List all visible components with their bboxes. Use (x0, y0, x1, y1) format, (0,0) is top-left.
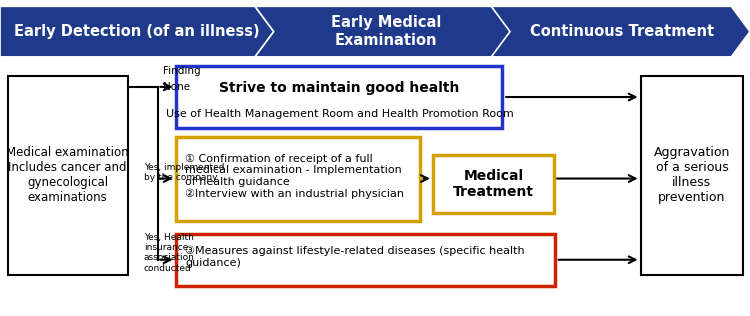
Text: Yes, Health
insurance
association
conducted: Yes, Health insurance association conduc… (144, 233, 195, 273)
Text: ③Measures against lifestyle-related diseases (specific health
guidance): ③Measures against lifestyle-related dise… (185, 246, 525, 268)
FancyBboxPatch shape (176, 234, 555, 286)
Text: Yes, implemented
by the company: Yes, implemented by the company (144, 162, 224, 182)
Text: Continuous Treatment: Continuous Treatment (530, 24, 715, 39)
Text: Medical examination
Includes cancer and
gynecological
examinations: Medical examination Includes cancer and … (6, 146, 129, 204)
Text: Early Medical
Examination: Early Medical Examination (331, 15, 442, 48)
Text: Medical
Treatment: Medical Treatment (453, 169, 534, 199)
Polygon shape (255, 6, 514, 57)
FancyBboxPatch shape (176, 66, 503, 128)
Text: Aggravation
of a serious
illness
prevention: Aggravation of a serious illness prevent… (654, 146, 730, 204)
Polygon shape (491, 6, 750, 57)
Text: None: None (164, 82, 190, 92)
Text: Strive to maintain good health: Strive to maintain good health (219, 81, 460, 95)
FancyBboxPatch shape (433, 155, 554, 213)
FancyBboxPatch shape (8, 76, 128, 275)
FancyBboxPatch shape (176, 137, 420, 221)
Text: Use of Health Management Room and Health Promotion Room: Use of Health Management Room and Health… (166, 109, 513, 119)
Text: Finding: Finding (164, 66, 201, 76)
Text: ① Confirmation of receipt of a full
medical examination - Implementation
of heal: ① Confirmation of receipt of a full medi… (185, 154, 404, 199)
Text: Early Detection (of an illness): Early Detection (of an illness) (14, 24, 260, 39)
Polygon shape (0, 6, 274, 57)
FancyBboxPatch shape (641, 76, 742, 275)
